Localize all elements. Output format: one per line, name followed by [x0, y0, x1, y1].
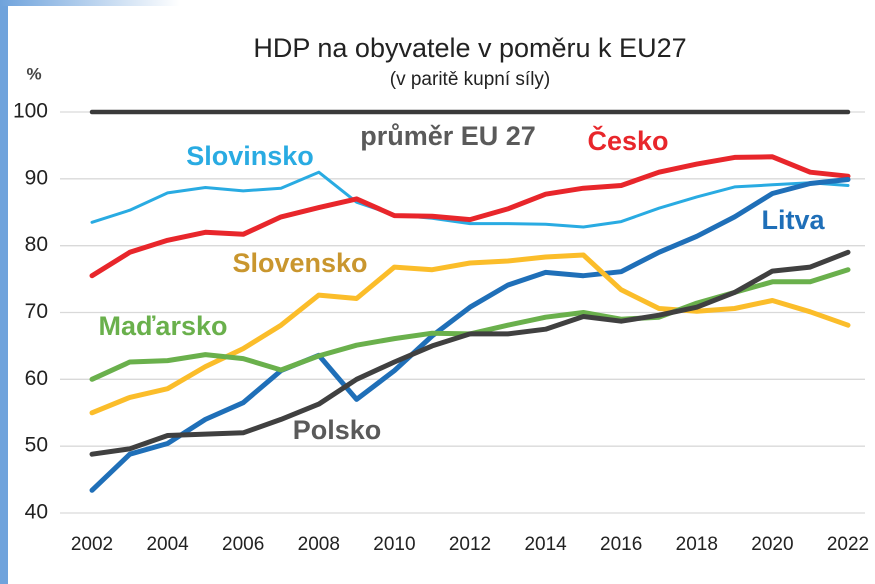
x-tick-label: 2008 [298, 534, 340, 555]
labels: průměr EU 27 Slovinsko Česko Litva Slovensko… [99, 121, 826, 445]
top-border [0, 0, 180, 6]
x-tick-label: 2012 [449, 534, 491, 555]
series-label: průměr EU 27 [360, 121, 536, 151]
series-label: Česko [587, 125, 668, 156]
series-label: Slovensko [232, 248, 367, 278]
x-tick-label: 2016 [600, 534, 642, 555]
series-label: Polsko [293, 415, 382, 445]
y-tick-label: 50 [25, 434, 48, 457]
series-label: Slovinsko [186, 141, 314, 171]
series-label: Maďarsko [99, 311, 228, 341]
x-tick-label: 2010 [373, 534, 415, 555]
x-tick-label: 2020 [751, 534, 793, 555]
lines [89, 109, 851, 493]
x-tick-label: 2022 [827, 534, 869, 555]
y-tick-label: 90 [25, 166, 48, 189]
y-tick-label: 70 [25, 300, 48, 323]
x-tick-label: 2006 [222, 534, 264, 555]
y-axis-label: % [26, 64, 41, 83]
chart-subtitle: (v paritě kupní síly) [390, 69, 551, 90]
x-tick-label: 2002 [71, 534, 113, 555]
y-tick-label: 60 [25, 367, 48, 390]
y-tick-label: 100 [13, 100, 48, 123]
left-border [0, 0, 8, 584]
series-label: Litva [761, 205, 825, 235]
y-tick-label: 40 [25, 501, 48, 524]
series-line [89, 252, 851, 416]
x-tick-label: 2004 [146, 534, 189, 555]
y-tick-label: 80 [25, 233, 48, 256]
series-line [89, 154, 851, 279]
x-tick-label: 2014 [524, 534, 567, 555]
series-line [90, 170, 850, 229]
series-line [89, 249, 851, 457]
series-line [89, 177, 851, 493]
x-tick-label: 2018 [676, 534, 718, 555]
chart-title: HDP na obyvatele v poměru k EU27 [253, 33, 686, 63]
